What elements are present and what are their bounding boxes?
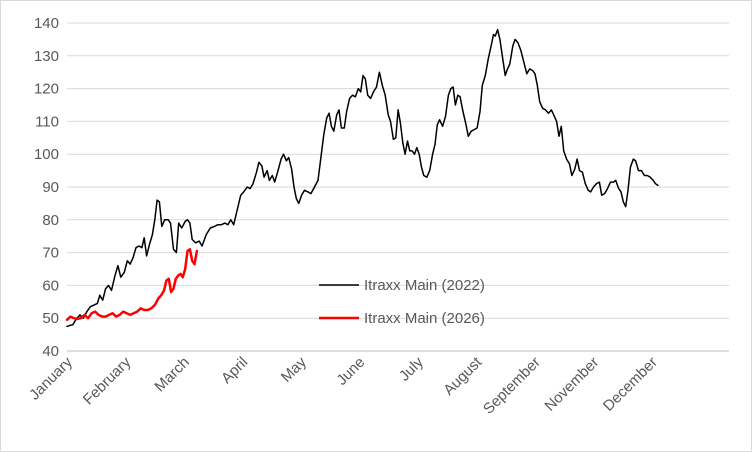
legend: Itraxx Main (2022) Itraxx Main (2026) — [319, 277, 485, 327]
x-axis-tick-labels: January February March April May June July Augu… — [26, 353, 661, 417]
x-tick-label: July — [396, 353, 427, 384]
x-tick-label: June — [333, 354, 368, 389]
x-tick-label: December — [600, 354, 661, 415]
x-tick-label: March — [151, 354, 192, 395]
x-tick-label: November — [541, 354, 602, 415]
y-tick-label: 40 — [42, 343, 59, 360]
y-axis-tick-labels: 40 50 60 70 80 90 100 110 120 130 140 — [34, 15, 59, 360]
y-tick-label: 110 — [35, 113, 59, 130]
gridlines — [67, 22, 729, 319]
series-line-1 — [66, 28, 659, 328]
x-tick-label: January — [26, 353, 76, 403]
y-tick-label: 120 — [34, 81, 59, 98]
y-tick-label: 70 — [42, 245, 59, 262]
y-tick-label: 140 — [34, 15, 59, 32]
y-tick-label: 130 — [34, 48, 59, 65]
x-tick-label: September — [480, 354, 544, 418]
x-tick-label: May — [278, 353, 310, 385]
legend-label-1: Itraxx Main (2022) — [364, 277, 485, 294]
y-tick-label: 80 — [42, 212, 59, 229]
x-tick-label: August — [440, 353, 486, 399]
y-tick-label: 50 — [42, 310, 59, 327]
series-lines — [65, 28, 659, 328]
legend-label-2: Itraxx Main (2026) — [364, 310, 485, 327]
series-line-2 — [65, 248, 199, 322]
y-tick-label: 60 — [42, 277, 59, 294]
x-tick-label: February — [80, 353, 135, 408]
y-tick-label: 100 — [34, 146, 59, 163]
y-tick-label: 90 — [42, 179, 59, 196]
x-tick-label: April — [218, 354, 251, 387]
